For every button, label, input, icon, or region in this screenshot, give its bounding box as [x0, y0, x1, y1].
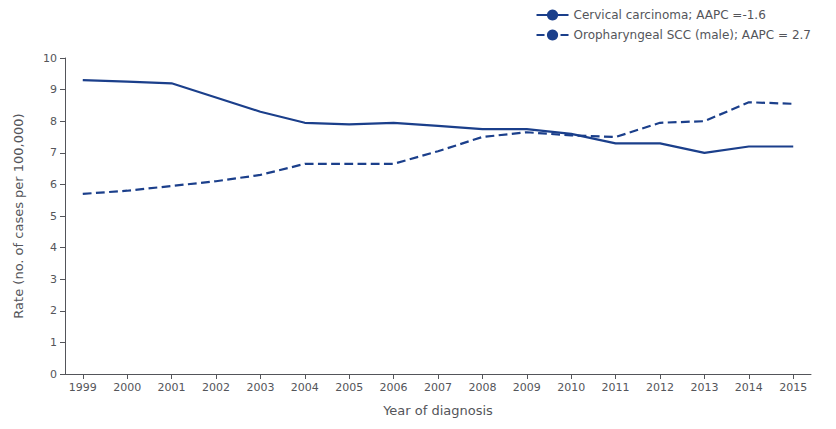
svg-text:2013: 2013 [690, 381, 718, 394]
svg-text:2007: 2007 [424, 381, 452, 394]
svg-text:3: 3 [50, 273, 57, 286]
svg-text:2015: 2015 [779, 381, 807, 394]
svg-text:2002: 2002 [202, 381, 230, 394]
svg-text:Rate (no. of cases per 100,000: Rate (no. of cases per 100,000) [11, 113, 26, 318]
svg-text:2000: 2000 [113, 381, 141, 394]
svg-text:6: 6 [50, 178, 57, 191]
svg-text:9: 9 [50, 83, 57, 96]
svg-text:0: 0 [50, 368, 57, 381]
svg-text:2004: 2004 [291, 381, 319, 394]
svg-text:Oropharyngeal SCC (male); AAPC: Oropharyngeal SCC (male); AAPC = 2.7 [574, 28, 811, 42]
svg-text:1: 1 [50, 336, 57, 349]
svg-text:2011: 2011 [602, 381, 630, 394]
svg-text:2012: 2012 [646, 381, 674, 394]
svg-text:2008: 2008 [468, 381, 496, 394]
svg-text:2005: 2005 [335, 381, 363, 394]
svg-text:2001: 2001 [158, 381, 186, 394]
svg-text:Year of diagnosis: Year of diagnosis [382, 403, 493, 418]
svg-text:2010: 2010 [557, 381, 585, 394]
svg-text:2006: 2006 [380, 381, 408, 394]
svg-text:7: 7 [50, 146, 57, 159]
svg-text:10: 10 [43, 52, 57, 65]
svg-text:5: 5 [50, 210, 57, 223]
svg-text:2003: 2003 [246, 381, 274, 394]
svg-text:2014: 2014 [735, 381, 763, 394]
svg-text:Cervical carcinoma; AAPC =-1.6: Cervical carcinoma; AAPC =-1.6 [574, 8, 766, 22]
svg-text:2009: 2009 [513, 381, 541, 394]
svg-text:8: 8 [50, 115, 57, 128]
svg-text:1999: 1999 [69, 381, 97, 394]
svg-text:4: 4 [50, 241, 57, 254]
svg-text:2: 2 [50, 304, 57, 317]
